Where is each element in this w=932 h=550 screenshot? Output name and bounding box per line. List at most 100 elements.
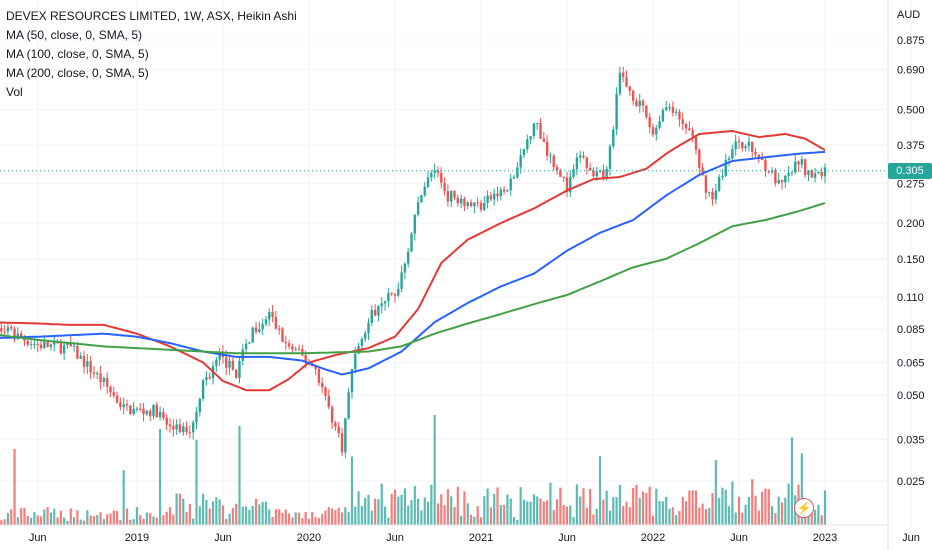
candle-body [142,408,145,415]
volume-bar [264,501,268,525]
candle-body [552,155,555,168]
volume-bar [10,509,13,525]
volume-bar [254,499,258,525]
candle-body [671,106,675,113]
candle-body [651,127,655,135]
volume-bar [49,512,53,525]
legend-vol[interactable]: Vol [6,85,23,99]
volume-bar [162,515,165,525]
volume-bar [777,496,780,525]
candle-body [320,382,324,388]
volume-bar [559,487,562,525]
volume-bar [423,497,426,525]
candle-body [175,424,178,430]
volume-bar [26,515,29,525]
lightning-icon[interactable]: ⚡ [794,498,814,518]
volume-bar [761,491,764,525]
x-tick-label: Jun [386,532,404,544]
chart-grid [0,0,912,525]
volume-bar [632,487,635,525]
volume-bar [744,504,747,525]
candle-body [519,155,522,168]
volume-bar [76,510,79,525]
candle-body [479,202,483,210]
volume-bar [66,520,69,525]
volume-bar [324,510,327,525]
candle-body [648,117,651,128]
candle-body [767,170,770,173]
volume-bar [377,499,380,525]
y-tick-label: 0.150 [897,254,925,266]
candle-body [36,343,39,345]
volume-bar [681,496,684,525]
volume-bar [764,488,767,525]
volume-bar [436,503,440,525]
candle-body [605,168,608,178]
candle-body [721,175,724,178]
candle-body [102,378,106,383]
volume-bar [731,481,734,525]
candle-body [430,173,433,178]
legend-ma50[interactable]: MA (50, close, 0, SMA, 5) [6,28,143,42]
volume-bar [16,517,19,525]
volume-bar [605,490,608,525]
candle-body [426,177,430,187]
volume-bar [185,512,188,525]
candle-body [615,93,618,130]
volume-bar [440,494,443,525]
volume-bar [711,492,714,525]
volume-bar [178,493,182,525]
legend-ma200[interactable]: MA (200, close, 0, SMA, 5) [6,66,149,80]
candle-body [506,190,509,192]
candle-body [261,324,264,330]
volume-bar [625,501,628,525]
candle-body [3,331,6,333]
volume-bar [92,516,96,525]
volume-bar [469,514,473,525]
volume-bar [489,507,492,525]
volume-bar [734,512,737,525]
candle-body [820,171,823,177]
volume-bar [307,518,311,525]
candle-body [784,175,787,183]
candle-body [522,149,526,156]
volume-bar [542,501,545,525]
volume-bar [479,517,483,525]
volume-bar [360,506,363,525]
candle-body [244,343,248,350]
volume-bar [102,519,105,525]
ma-line-1 [0,150,826,376]
volume-bar [476,506,479,525]
volume-bar [393,489,397,525]
volume-bar [684,501,688,525]
volume-bar [188,503,191,525]
legend-ma100[interactable]: MA (100, close, 0, SMA, 5) [6,47,149,61]
candle-body [658,121,661,128]
volume-bar [33,512,36,525]
volume-bar [592,514,595,525]
volume-bar [152,516,155,525]
candle-body [324,387,327,396]
volume-bar [704,509,708,525]
candle-body [125,404,129,406]
candle-body [294,348,297,350]
volume-bar [446,489,449,525]
candle-body [79,355,82,359]
volume-bar [149,513,152,525]
candle-body [53,341,56,345]
candle-body [635,101,638,107]
candle-body [622,72,625,78]
candle-body [66,342,69,346]
volume-bar [82,520,86,525]
volume-bar [281,512,284,525]
candle-body [410,233,413,252]
candle-body [62,345,66,354]
candle-body [526,139,529,150]
volume-bar [503,504,506,525]
volume-bar [582,488,585,525]
volume-bar [172,514,175,525]
volume-bar [575,484,579,525]
volume-bar [589,488,592,525]
